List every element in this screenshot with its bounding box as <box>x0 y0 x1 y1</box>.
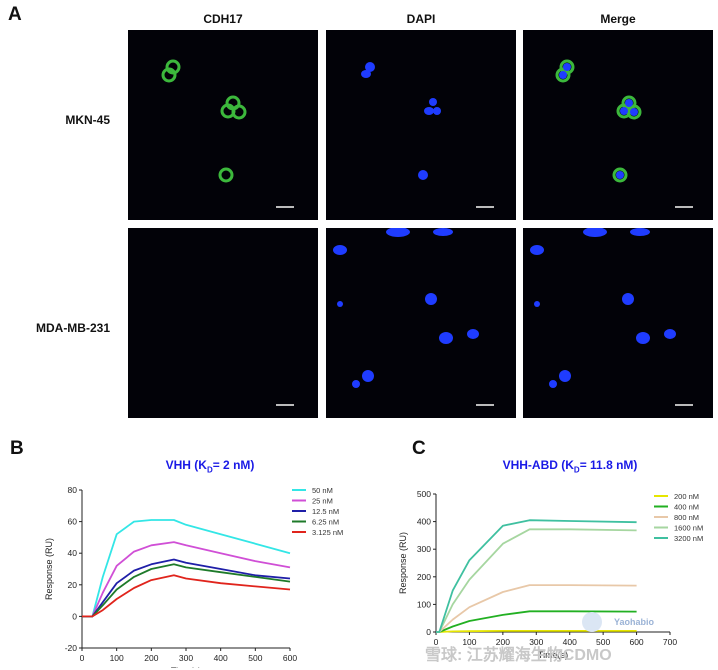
chart-c-y-tick-label: 500 <box>417 489 431 499</box>
chart-c-y-tick-label: 400 <box>417 517 431 527</box>
chart-b: -200204060800100200300400500600Time(s)Re… <box>44 485 343 668</box>
chart-c-y-tick-label: 100 <box>417 599 431 609</box>
chart-c-x-tick-label: 0 <box>434 637 439 647</box>
chart-b-legend-label: 6.25 nM <box>312 518 339 527</box>
micrograph-mkn45-dapi <box>326 30 516 220</box>
chart-b-x-tick-label: 400 <box>214 653 228 663</box>
column-label-cdh17: CDH17 <box>203 12 243 26</box>
chart-c-title: VHH-ABD (KD= 11.8 nM) <box>470 458 670 474</box>
chart-b-legend-label: 25 nM <box>312 497 333 506</box>
micrograph-mdamb231-merge <box>523 228 713 418</box>
chart-b-title-sub: D <box>206 465 213 475</box>
chart-c-series-line <box>436 519 637 633</box>
chart-c-legend-label: 1600 nM <box>674 524 703 533</box>
chart-c-title-sub: D <box>573 465 580 475</box>
chart-b-y-tick-label: 40 <box>68 548 78 558</box>
chart-c-y-tick-label: 200 <box>417 572 431 582</box>
chart-b-legend-label: 50 nM <box>312 486 333 495</box>
chart-b-y-tick-label: 20 <box>68 580 78 590</box>
chart-b-y-tick-label: 60 <box>68 517 78 527</box>
chart-b-x-tick-label: 600 <box>283 653 297 663</box>
chart-b-series-line <box>82 541 291 618</box>
watermark-logo: Yaohabio <box>582 612 712 634</box>
chart-b-x-tick-label: 100 <box>110 653 124 663</box>
chart-c-x-tick-label: 200 <box>496 637 510 647</box>
watermark-logo-icon <box>582 612 602 632</box>
chart-b-legend-label: 12.5 nM <box>312 507 339 516</box>
chart-c-y-axis-label: Response (RU) <box>398 532 408 594</box>
chart-c: 0 100 200 300 400 500 0 100 200 300 400 500 600 700 Ti… <box>398 489 703 660</box>
chart-b-y-axis-label: Response (RU) <box>44 538 54 600</box>
chart-b-x-tick-label: 500 <box>248 653 262 663</box>
chart-c-title-main: VHH-ABD (K <box>502 458 574 472</box>
watermark-text: 雪球: 江苏耀海生物CDMO <box>425 647 612 664</box>
chart-b-series-line <box>82 519 291 618</box>
chart-c-x-tick-label: 500 <box>596 637 610 647</box>
chart-b-title-main: VHH (K <box>165 458 207 472</box>
chart-c-legend-label: 800 nM <box>674 513 699 522</box>
chart-c-y-tick-label: 0 <box>426 627 431 637</box>
panel-letter-b: B <box>10 438 24 459</box>
chart-c-x-tick-label: 400 <box>563 637 577 647</box>
micrograph-mdamb231-cdh17 <box>128 228 318 418</box>
chart-c-series-line <box>436 584 637 633</box>
chart-b-x-tick-label: 200 <box>144 653 158 663</box>
panel-letter-c: C <box>412 438 426 459</box>
chart-c-legend-label: 200 nM <box>674 492 699 501</box>
chart-b-y-tick-label: 0 <box>72 611 77 621</box>
chart-b-title-rest: = 2 nM) <box>212 458 255 472</box>
chart-b-series-line <box>82 574 291 618</box>
chart-b-series-line <box>82 563 291 618</box>
micrograph-mkn45-cdh17 <box>128 30 318 220</box>
chart-c-title-rest: = 11.8 nM) <box>579 458 638 472</box>
chart-b-y-tick-label: -20 <box>65 643 78 653</box>
chart-c-x-tick-label: 300 <box>529 637 543 647</box>
chart-b-x-axis-label: Time(s) <box>171 666 201 668</box>
chart-c-x-tick-label: 100 <box>462 637 476 647</box>
chart-b-series-line <box>82 558 291 618</box>
chart-c-y-tick-label: 300 <box>417 544 431 554</box>
chart-c-legend-label: 400 nM <box>674 503 699 512</box>
chart-b-x-tick-label: 0 <box>80 653 85 663</box>
chart-b-legend-label: 3.125 nM <box>312 528 343 537</box>
watermark-logo-text: Yaohabio <box>614 617 655 627</box>
chart-c-legend-label: 3200 nM <box>674 534 703 543</box>
micrograph-mdamb231-dapi <box>326 228 516 418</box>
chart-b-x-tick-label: 300 <box>179 653 193 663</box>
column-label-dapi: DAPI <box>406 12 436 26</box>
chart-c-x-axis-label: Time(s) <box>538 650 568 660</box>
chart-b-title: VHH (KD= 2 nM) <box>100 458 320 474</box>
chart-c-x-tick-label: 600 <box>629 637 643 647</box>
row-label-mdamb231: MDA-MB-231 <box>35 321 110 335</box>
row-label-mkn45: MKN-45 <box>65 113 110 127</box>
column-label-merge: Merge <box>600 12 636 26</box>
panel-letter-a: A <box>8 4 22 25</box>
micrograph-mkn45-merge <box>523 30 713 220</box>
chart-c-x-tick-label: 700 <box>663 637 677 647</box>
chart-b-y-tick-label: 80 <box>68 485 78 495</box>
